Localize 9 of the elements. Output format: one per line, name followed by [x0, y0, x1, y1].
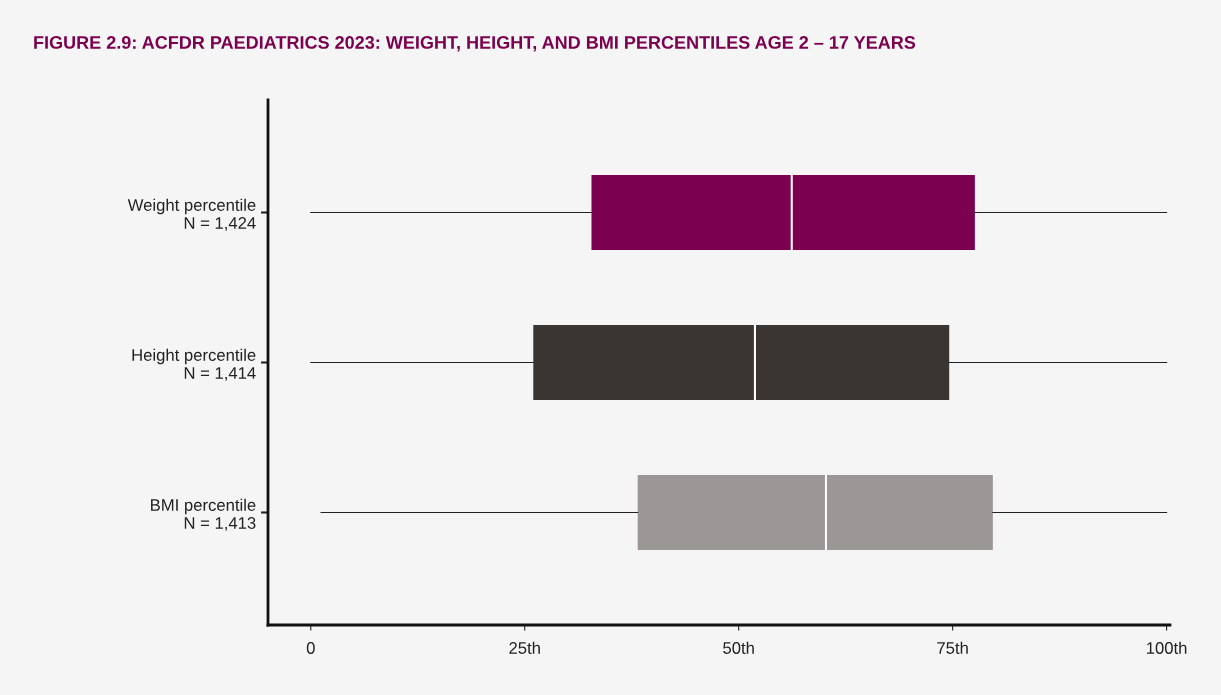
x-tick-label: 50th — [723, 641, 754, 654]
chart-title: FIGURE 2.9: ACFDR PAEDIATRICS 2023: WEIGHT, HEIGHT, AND BMI PERCENTILES AGE 2 – 17 YEARS — [34, 36, 916, 52]
y-tick-label: BMI percentile N = 1,413 — [151, 498, 256, 531]
x-tick-label: 100th — [1147, 641, 1187, 654]
x-tick-label: 0 — [306, 642, 315, 654]
y-tick-label: Weight percentile N = 1,424 — [127, 198, 256, 231]
x-tick-label: 75th — [937, 641, 968, 654]
y-tick-label: Height percentile N = 1,414 — [132, 348, 256, 381]
x-tick-label: 25th — [509, 641, 540, 654]
